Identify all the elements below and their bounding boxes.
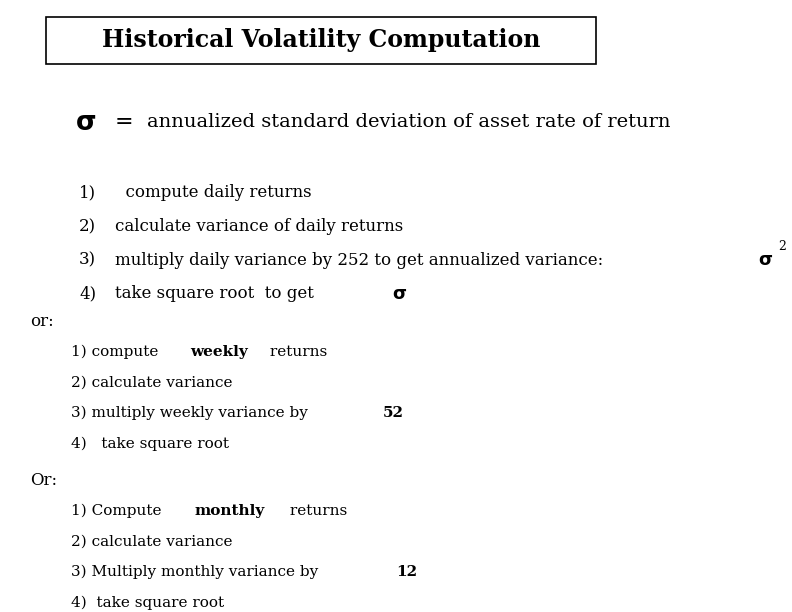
Text: annualized standard deviation of asset rate of return: annualized standard deviation of asset r…: [147, 113, 670, 132]
Text: 3) multiply weekly variance by: 3) multiply weekly variance by: [71, 406, 313, 420]
Text: 12: 12: [397, 565, 417, 579]
Text: 2): 2): [79, 218, 97, 235]
Text: $\mathbf{\sigma}$: $\mathbf{\sigma}$: [75, 110, 97, 135]
Text: 2: 2: [778, 240, 786, 253]
Text: 3): 3): [79, 252, 97, 269]
Text: 3) Multiply monthly variance by: 3) Multiply monthly variance by: [71, 565, 323, 580]
Text: returns: returns: [285, 504, 347, 518]
Text: $\mathbf{\sigma}$: $\mathbf{\sigma}$: [759, 251, 774, 269]
Text: 1) compute: 1) compute: [71, 345, 163, 359]
Text: or:: or:: [30, 313, 54, 330]
Text: weekly: weekly: [190, 345, 248, 359]
FancyBboxPatch shape: [46, 17, 596, 64]
Text: calculate variance of daily returns: calculate variance of daily returns: [115, 218, 403, 235]
Text: =: =: [115, 111, 134, 133]
Text: Or:: Or:: [30, 472, 57, 489]
Text: $\mathbf{\sigma}$: $\mathbf{\sigma}$: [392, 285, 407, 303]
Text: 52: 52: [383, 406, 404, 420]
Text: multiply daily variance by 252 to get annualized variance:: multiply daily variance by 252 to get an…: [115, 252, 614, 269]
Text: 4)   take square root: 4) take square root: [71, 436, 229, 451]
Text: 4)  take square root: 4) take square root: [71, 595, 224, 610]
Text: take square root  to get: take square root to get: [115, 285, 329, 302]
Text: compute daily returns: compute daily returns: [115, 184, 311, 201]
Text: 2) calculate variance: 2) calculate variance: [71, 376, 233, 389]
Text: 1) Compute: 1) Compute: [71, 504, 166, 518]
Text: monthly: monthly: [194, 504, 265, 518]
Text: Historical Volatility Computation: Historical Volatility Computation: [102, 28, 540, 53]
Text: returns: returns: [265, 345, 327, 359]
Text: 1): 1): [79, 184, 97, 201]
Text: 4): 4): [79, 285, 97, 302]
Text: 2) calculate variance: 2) calculate variance: [71, 535, 233, 548]
